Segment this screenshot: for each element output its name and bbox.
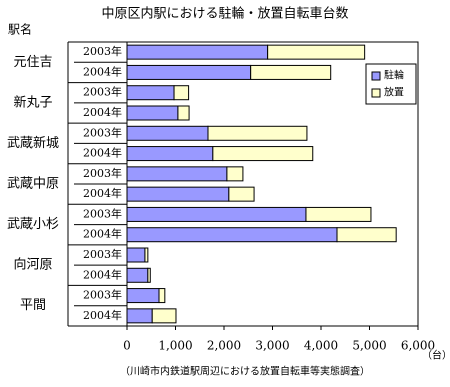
group-label: 平間 [20,298,46,313]
group-label: 向河原 [13,257,52,273]
bar-segment [126,247,146,263]
x-tick-label: 2,000 [207,339,241,353]
y-tick-label: 2004年 [83,186,122,200]
y-tick-label: 2003年 [83,247,122,261]
group-label: 元住吉 [13,55,52,70]
x-unit: （台） [422,349,450,362]
bar-segment [126,267,149,283]
y-tick-label: 2004年 [83,146,122,160]
group-label: 武蔵新城 [7,135,59,151]
bar-segment [126,288,160,304]
bar-segment [126,146,214,162]
group-label: 新丸子 [13,94,52,110]
bar-segment [250,64,332,80]
bar-segment [126,105,179,121]
source-note: （川崎市内鉄道駅周辺における放置自転車等実態調査） [120,365,370,378]
bar-segment [126,44,269,60]
bar-segment [126,64,252,80]
bar-segment [144,247,149,263]
bar-segment [228,186,255,202]
y-axis-label: 駅名 [8,22,32,37]
y-tick-label: 2003年 [83,288,122,302]
bar-segment [336,227,397,243]
y-tick-label: 2003年 [83,206,122,220]
y-tick-label: 2003年 [83,166,122,180]
legend-swatch [371,71,381,81]
group-label: 武蔵小杉 [7,217,59,232]
bar-segment [173,85,190,101]
bar-segment [126,206,307,222]
x-tick-label: 1,000 [158,339,192,353]
x-tick-label: 6,000 [401,339,435,353]
bar-segment [177,105,190,121]
legend-label: 駐輪 [384,69,404,82]
x-tick-label: 3,000 [255,339,289,353]
y-tick-label: 2004年 [83,105,122,119]
bar-segment [151,308,177,324]
bar-segment [147,267,151,283]
bar-segment [126,166,228,182]
y-tick-label: 2004年 [83,64,122,78]
bar-segment [126,308,153,324]
x-tick-label: 4,000 [304,339,338,353]
bar-segment [207,125,308,141]
bar-segment [212,146,314,162]
bar-segment [226,166,244,182]
legend-label: 放置 [384,86,404,99]
y-tick-label: 2003年 [83,125,122,139]
group-label: 武蔵中原 [7,177,59,192]
x-tick-label: 0 [123,339,131,353]
bar-segment [267,44,366,60]
y-tick-label: 2004年 [83,267,122,281]
bar-segment [158,288,166,304]
y-tick-label: 2003年 [83,44,122,58]
bar-segment [126,227,338,243]
bar-segment [126,85,175,101]
bar-segment [126,125,209,141]
y-tick-label: 2003年 [83,85,122,99]
y-tick-label: 2004年 [83,227,122,241]
chart-title: 中原区内駅における駐輪・放置自転車台数 [101,6,348,22]
legend-swatch [371,88,381,98]
bar-segment [126,186,230,202]
bar-segment [305,206,372,222]
y-tick-label: 2004年 [83,308,122,322]
x-tick-label: 5,000 [352,339,386,353]
